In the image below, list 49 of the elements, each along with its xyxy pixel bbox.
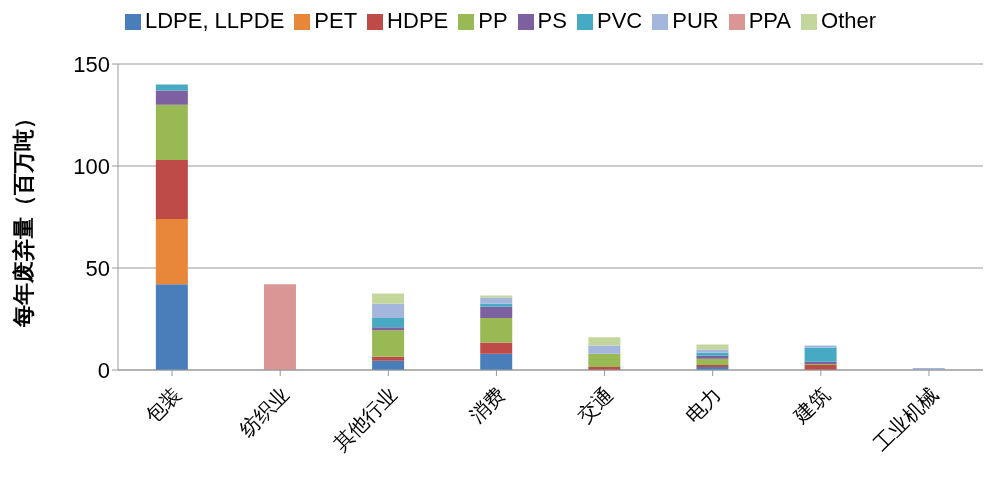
bar [155,90,188,105]
legend-label: PUR [672,8,719,33]
bar [263,284,296,370]
bar [155,159,188,220]
bar [155,104,188,160]
bar [480,306,513,318]
y-tick-label: 150 [73,51,110,77]
x-tick-label: 工业机械 [869,383,942,456]
bar [480,297,513,304]
bar [155,219,188,285]
bar [696,344,729,350]
x-tick-label: 消费 [465,383,510,428]
bar [155,84,188,91]
bar [588,353,621,367]
x-tick-label: 电力 [681,383,726,428]
bar [372,303,405,318]
bar [372,317,405,328]
legend-label: PPA [748,8,792,33]
x-tick-label: 其他行业 [328,383,402,456]
legend-label: HDPE [387,8,449,33]
bar [480,353,513,370]
bar [480,317,513,343]
bar [372,330,405,357]
x-tick-label: 建筑 [788,383,834,428]
x-tick-label: 交通 [573,383,618,428]
bar [372,327,405,331]
bar [155,284,188,370]
legend-label: LDPE, LLPDE [144,8,285,33]
bar [696,358,729,365]
bar [804,345,837,348]
x-tick-label: 纺织业 [234,383,293,442]
bar [804,347,837,362]
bar [588,337,621,346]
bar [480,342,513,354]
y-axis-title: 每年废弃量（百万吨） [10,107,36,328]
bar [372,356,405,361]
legend-label: Other [821,8,877,33]
bar [372,293,405,304]
y-tick-label: 50 [85,255,110,281]
y-tick-label: 100 [73,153,110,179]
bar [480,303,513,307]
bar [480,295,513,298]
legend-label: PVC [596,8,643,33]
legend-label: PET [314,8,358,33]
x-tick-label: 包装 [140,383,185,428]
legend-label: PS [537,8,567,33]
bar [588,345,621,354]
y-tick-label: 0 [97,357,110,383]
legend-label: PP [478,8,508,33]
